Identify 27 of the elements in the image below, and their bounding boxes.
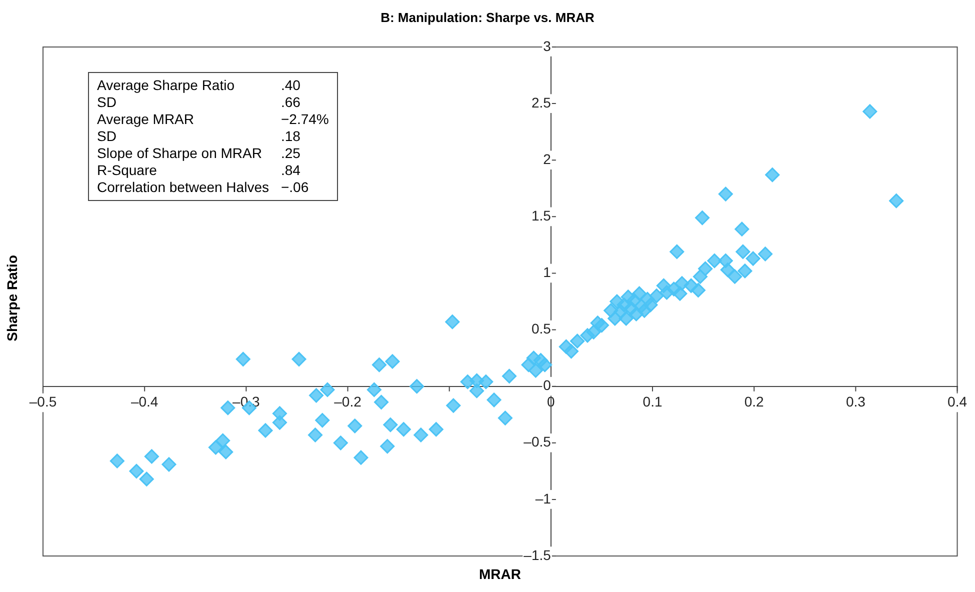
y-tick-label: 0 — [543, 377, 552, 394]
text: SD .66 — [97, 94, 300, 110]
x-axis-title: MRAR — [478, 566, 522, 582]
x-tick-label: –0.4 — [130, 394, 158, 410]
chart-title: B: Manipulation: Sharpe vs. MRAR — [380, 10, 596, 25]
x-tick-label: 0.1 — [642, 394, 662, 410]
x-tick-label: 0.4 — [948, 394, 968, 410]
y-tick-label: –1.5 — [524, 546, 552, 563]
x-tick-label: 0.3 — [846, 394, 866, 410]
y-tick-label: –1 — [535, 490, 552, 506]
x-tick-label: –0.2 — [334, 394, 362, 410]
y-tick-label: 1 — [543, 264, 552, 280]
y-tick-label: –0.5 — [524, 434, 552, 450]
text: Slope of Sharpe on MRAR .25 — [97, 145, 300, 161]
y-tick-label: 3 — [543, 38, 552, 54]
y-tick-label: 2 — [543, 150, 552, 167]
annotation: Correlation between Halves −.06 — [97, 179, 310, 196]
x-tick-label: 0.2 — [744, 394, 764, 410]
text: Average MRAR −2.74% — [97, 111, 329, 127]
text: R-Square .84 — [97, 162, 300, 178]
y-tick-label: 2.5 — [531, 94, 552, 110]
x-tick-label: –0.5 — [29, 394, 57, 410]
text: Average Sharpe Ratio .40 — [97, 77, 300, 93]
y-tick-label: 0.5 — [531, 320, 552, 337]
y-axis-title: Sharpe Ratio — [4, 255, 20, 342]
text: SD .18 — [97, 128, 300, 144]
y-tick-label: 1.5 — [531, 208, 552, 224]
